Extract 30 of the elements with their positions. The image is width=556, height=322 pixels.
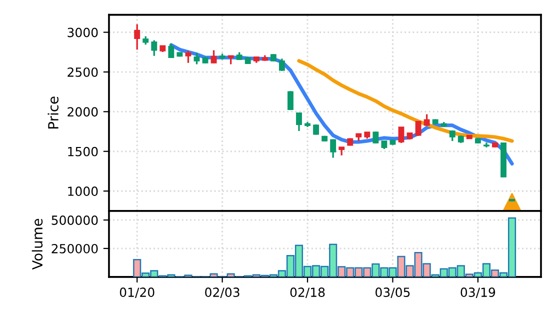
candlestick (415, 120, 422, 137)
candlestick (330, 138, 336, 159)
candlestick (287, 90, 294, 111)
candlestick (278, 58, 285, 72)
candlestick (372, 130, 379, 144)
line-series (297, 59, 514, 143)
candlestick (168, 42, 174, 58)
candlestick (194, 52, 200, 66)
candlestick (185, 50, 192, 64)
x-tick-label: 03/05 (376, 288, 410, 298)
x-tick-label: 01/20 (120, 288, 154, 298)
candlestick (398, 126, 404, 144)
candlestick (134, 23, 140, 50)
y-tick-label: 2500 (68, 67, 98, 77)
candlestick (424, 113, 430, 127)
y-tick-label: 1500 (68, 146, 98, 156)
y-tick-label: 500000 (52, 215, 98, 225)
x-tick-label: 03/19 (460, 288, 496, 298)
y-tick-label: 250000 (52, 244, 98, 254)
line-series (169, 43, 514, 166)
y-axis-title: Volume (32, 218, 43, 270)
candlestick (210, 49, 217, 64)
x-tick-label: 02/18 (290, 288, 325, 298)
y-tick-label: 2000 (68, 107, 98, 117)
y-axis-title: Price (48, 96, 58, 128)
y-tick-label: 3000 (68, 28, 98, 38)
x-tick-label: 02/03 (205, 288, 240, 298)
candlestick (296, 112, 302, 132)
candlestick (151, 39, 158, 57)
y-tick-label: 1000 (68, 186, 98, 196)
